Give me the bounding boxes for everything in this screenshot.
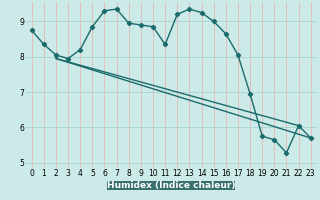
X-axis label: Humidex (Indice chaleur): Humidex (Indice chaleur) [107, 181, 236, 190]
